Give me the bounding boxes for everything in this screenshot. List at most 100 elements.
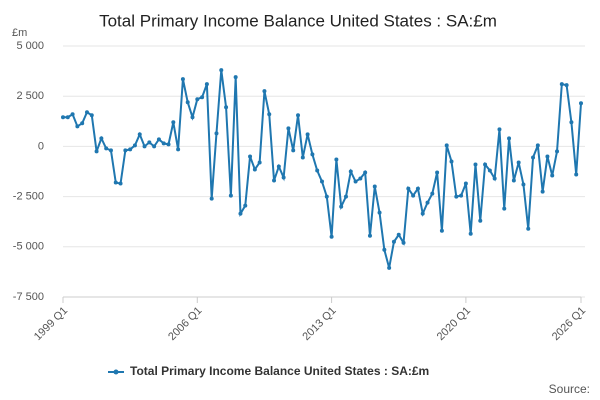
point: [248, 154, 253, 159]
point: [132, 143, 137, 148]
point: [272, 178, 277, 183]
point: [89, 113, 94, 118]
point: [281, 175, 286, 180]
point: [353, 179, 358, 184]
point: [377, 210, 382, 215]
point: [142, 144, 147, 149]
y-tick-label: 5 000: [16, 40, 44, 52]
y-unit: £m: [12, 27, 27, 39]
point: [128, 147, 133, 152]
point: [363, 170, 368, 175]
point: [99, 136, 104, 141]
point: [411, 193, 416, 198]
chart-title: Total Primary Income Balance United Stat…: [99, 11, 497, 30]
point: [545, 154, 550, 159]
point: [204, 82, 209, 87]
point: [444, 143, 449, 148]
point: [243, 203, 248, 208]
point: [190, 115, 195, 120]
point: [262, 89, 267, 94]
point: [343, 194, 348, 199]
point: [579, 101, 583, 106]
point: [300, 155, 305, 160]
point: [310, 152, 315, 157]
point: [454, 194, 459, 199]
point: [511, 178, 516, 183]
point: [94, 149, 99, 154]
point: [180, 77, 185, 82]
point: [502, 206, 507, 211]
point: [171, 120, 176, 125]
point: [161, 141, 166, 146]
point: [286, 126, 291, 131]
y-tick-label: 0: [38, 140, 44, 152]
point: [108, 148, 113, 153]
point: [176, 147, 181, 152]
point: [473, 162, 478, 167]
point: [113, 180, 118, 185]
point: [348, 169, 353, 174]
point: [147, 140, 152, 145]
point: [305, 132, 310, 137]
point: [104, 146, 109, 151]
point: [574, 172, 579, 177]
point: [487, 168, 492, 173]
point: [449, 159, 454, 164]
point: [435, 170, 440, 175]
point: [166, 142, 171, 147]
legend-label: Total Primary Income Balance United Stat…: [130, 364, 429, 378]
point: [425, 200, 430, 205]
point: [75, 124, 80, 129]
point: [276, 164, 281, 169]
point: [521, 182, 526, 187]
point: [296, 113, 301, 118]
y-tick-label: -7 500: [13, 291, 44, 303]
point: [540, 189, 545, 194]
point: [459, 193, 464, 198]
point: [137, 132, 142, 137]
point: [535, 143, 540, 148]
point: [550, 173, 555, 178]
point: [238, 211, 243, 216]
point: [401, 240, 406, 245]
point: [507, 136, 512, 141]
x-tick-label: 2013 Q1: [300, 305, 338, 343]
point: [156, 137, 161, 142]
point: [387, 265, 392, 270]
point: [367, 233, 372, 238]
point: [267, 112, 272, 117]
x-tick-label: 2026 Q1: [550, 305, 588, 343]
point: [358, 176, 363, 181]
point: [468, 231, 473, 236]
point: [415, 186, 420, 191]
point: [257, 160, 262, 165]
point: [492, 176, 497, 181]
point: [531, 155, 536, 160]
point: [252, 167, 257, 172]
point: [118, 181, 123, 186]
y-tick-label: 2 500: [16, 90, 44, 102]
x-tick-label: 2020 Q1: [435, 305, 473, 343]
point: [65, 115, 70, 120]
point: [555, 149, 560, 154]
point: [382, 247, 387, 252]
point: [70, 112, 75, 117]
point: [559, 82, 564, 87]
point: [233, 75, 238, 80]
point: [320, 179, 324, 184]
point: [430, 191, 435, 196]
point: [224, 105, 229, 110]
point: [80, 121, 85, 126]
point: [152, 144, 157, 149]
point: [463, 181, 468, 186]
point: [497, 127, 502, 132]
point: [291, 148, 296, 153]
point: [209, 196, 214, 201]
point: [185, 100, 190, 105]
point: [195, 97, 200, 102]
point: [526, 226, 531, 231]
point: [334, 157, 339, 162]
point: [439, 228, 444, 233]
point: [84, 110, 89, 115]
